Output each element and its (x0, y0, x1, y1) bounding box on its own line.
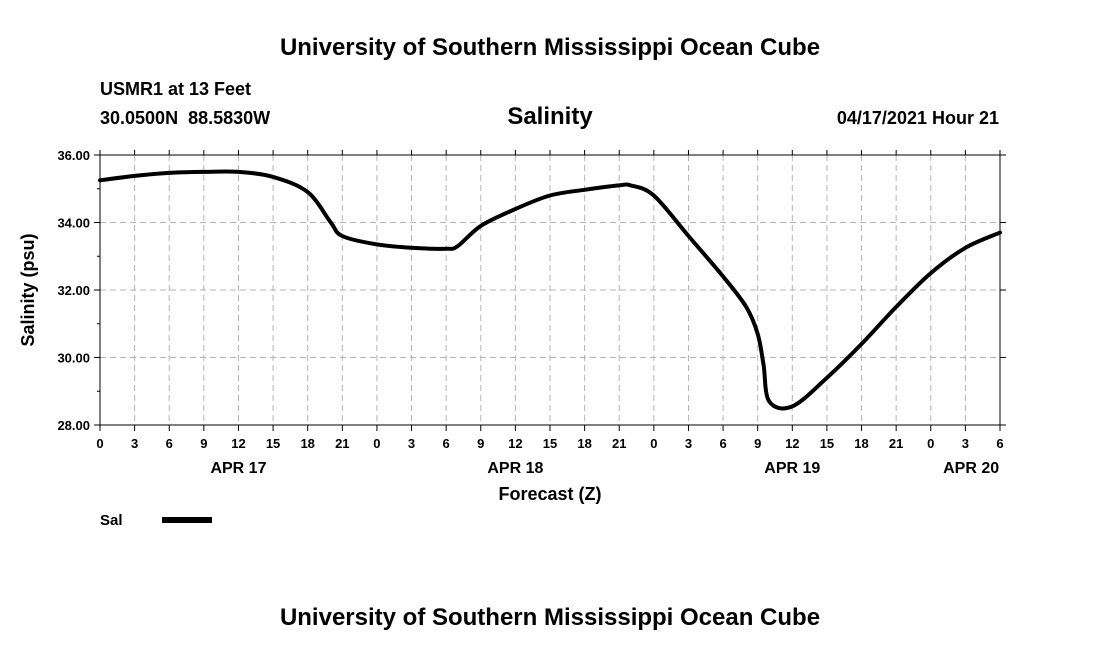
date-label: APR 17 (210, 460, 266, 477)
x-tick-label: 12 (785, 436, 799, 451)
series-layer (98, 169, 1002, 411)
grid-lines (100, 155, 1000, 425)
x-tick-label: 0 (373, 436, 380, 451)
x-tick-label: 6 (166, 436, 173, 451)
x-tick-label: 3 (131, 436, 138, 451)
x-axis-label: Forecast (Z) (498, 484, 601, 504)
x-tick-label: 12 (231, 436, 245, 451)
station-label: USMR1 at 13 Feet (100, 79, 251, 99)
legend: Sal (100, 512, 212, 529)
y-tick-label: 32.00 (57, 283, 90, 298)
legend-label: Sal (100, 512, 123, 529)
x-tick-label: 9 (477, 436, 484, 451)
x-tick-label: 3 (962, 436, 969, 451)
chart-title: Salinity (507, 103, 593, 130)
date-label: APR 19 (764, 460, 820, 477)
x-tick-label: 21 (889, 436, 903, 451)
y-axis-label: Salinity (psu) (18, 233, 38, 346)
chart-main-title: University of Southern Mississippi Ocean… (280, 34, 820, 61)
x-tick-label: 9 (754, 436, 761, 451)
x-tick-label: 6 (996, 436, 1003, 451)
y-tick-label: 28.00 (57, 418, 90, 433)
date-label: APR 18 (487, 460, 543, 477)
date-label: APR 20 (943, 460, 999, 477)
coordinates-label: 30.0500N 88.5830W (100, 108, 270, 128)
x-tick-label: 18 (577, 436, 591, 451)
footer-title: University of Southern Mississippi Ocean… (280, 604, 820, 631)
y-tick-label: 36.00 (57, 148, 90, 163)
x-tick-label: 3 (408, 436, 415, 451)
x-tick-label: 21 (335, 436, 349, 451)
y-tick-label: 34.00 (57, 216, 90, 231)
series-line-sal (98, 169, 1002, 411)
x-tick-label: 18 (300, 436, 314, 451)
x-tick-label: 0 (650, 436, 657, 451)
x-tick-label: 15 (266, 436, 280, 451)
x-tick-label: 15 (543, 436, 557, 451)
timestamp-label: 04/17/2021 Hour 21 (837, 108, 999, 128)
axes: 28.00 30.00 32.00 34.00 36.00 0 3 6 9 12 15 18 21 0 3 6… (57, 148, 1006, 477)
x-tick-label: 0 (96, 436, 103, 451)
x-tick-label: 6 (719, 436, 726, 451)
x-tick-label: 6 (443, 436, 450, 451)
x-tick-label: 9 (200, 436, 207, 451)
x-tick-label: 3 (685, 436, 692, 451)
y-tick-label: 30.00 (57, 351, 90, 366)
x-tick-label: 21 (612, 436, 626, 451)
x-tick-label: 18 (854, 436, 868, 451)
x-tick-label: 0 (927, 436, 934, 451)
x-tick-label: 12 (508, 436, 522, 451)
x-tick-label: 15 (820, 436, 834, 451)
